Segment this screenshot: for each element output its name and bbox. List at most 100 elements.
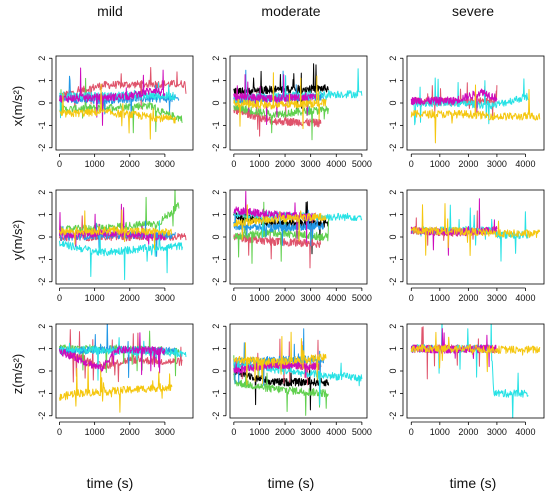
series-line-mild-z-3	[59, 337, 187, 381]
x-tick-label: 2000	[275, 293, 295, 303]
panel-moderate-y: -2 -1 0 1 2 0 1000 2000 3000 4000 5000	[211, 189, 372, 303]
x-tick-label: 1000	[249, 293, 269, 303]
col-title-mild: mild	[97, 3, 123, 19]
panel-frame	[406, 189, 545, 285]
x-tick-label: 2000	[120, 427, 140, 437]
y-tick-label: 0	[211, 234, 221, 239]
x-label-mild: time (s)	[87, 475, 134, 491]
panel-mild-x: -2 -1 0 1 2 0 1000 2000 3000	[37, 55, 194, 169]
y-tick-label: -1	[388, 255, 398, 263]
y-tick-label: 0	[388, 100, 398, 105]
y-tick-label: 2	[37, 56, 47, 61]
y-tick-label: 0	[37, 234, 47, 239]
x-axis: 0 1000 2000 3000	[57, 153, 175, 169]
y-tick-label: 0	[388, 234, 398, 239]
series-line-mild-z-0	[59, 329, 183, 383]
y-tick-label: -1	[37, 255, 47, 263]
x-tick-label: 3000	[155, 293, 175, 303]
y-tick-label: 1	[37, 78, 47, 83]
x-axis: 0 1000 2000 3000 4000 5000	[231, 287, 372, 303]
series-group	[233, 63, 363, 141]
y-tick-label: 0	[388, 368, 398, 373]
y-tick-label: 1	[388, 212, 398, 217]
series-line-moderate-x-0	[233, 63, 329, 112]
x-tick-label: 3000	[487, 159, 507, 169]
y-tick-label: 1	[211, 212, 221, 217]
x-tick-label: 3000	[155, 159, 175, 169]
y-tick-label: 1	[37, 212, 47, 217]
x-tick-label: 2000	[120, 293, 140, 303]
x-axis: 0 1000 2000 3000 4000 5000	[231, 421, 372, 437]
y-tick-label: -1	[37, 389, 47, 397]
x-tick-label: 0	[57, 293, 62, 303]
x-tick-label: 4000	[515, 159, 535, 169]
series-line-moderate-z-2	[233, 355, 329, 416]
panel-severe-z: -2 -1 0 1 2 0 1000 2000 3000 4000	[388, 323, 545, 437]
col-title-moderate: moderate	[261, 3, 320, 19]
series-line-mild-x-1	[59, 77, 183, 134]
y-tick-label: -2	[211, 144, 221, 152]
x-tick-label: 0	[409, 427, 414, 437]
y-tick-label: -1	[388, 121, 398, 129]
col-title-severe: severe	[452, 3, 494, 19]
series-line-moderate-x-5	[233, 74, 317, 125]
y-axis: -2 -1 0 1 2	[37, 190, 53, 286]
panel-severe-x: -2 -1 0 1 2 0 1000 2000 3000 4000	[388, 55, 545, 169]
series-line-mild-x-5	[59, 83, 176, 140]
row-label-x: x(m/s²)	[10, 86, 25, 126]
x-tick-label: 0	[231, 427, 236, 437]
x-tick-label: 1000	[430, 427, 450, 437]
y-tick-label: 1	[37, 346, 47, 351]
y-tick-label: -2	[37, 412, 47, 420]
x-label-moderate: time (s)	[268, 475, 315, 491]
y-tick-label: -2	[211, 278, 221, 286]
panel-frame	[55, 323, 194, 419]
y-tick-label: -1	[388, 389, 398, 397]
y-tick-label: 2	[388, 56, 398, 61]
x-tick-label: 0	[231, 293, 236, 303]
x-tick-label: 5000	[352, 427, 372, 437]
series-line-mild-x-4	[59, 67, 166, 126]
y-tick-label: 2	[211, 324, 221, 329]
series-group	[59, 324, 187, 413]
x-label-severe: time (s)	[450, 475, 497, 491]
x-tick-label: 2000	[120, 159, 140, 169]
panel-moderate-z: -2 -1 0 1 2 0 1000 2000 3000 4000 5000	[211, 323, 372, 437]
series-line-severe-x-2	[410, 88, 498, 113]
y-tick-label: 1	[211, 346, 221, 351]
x-tick-label: 0	[409, 159, 414, 169]
x-axis: 0 1000 2000 3000 4000	[409, 421, 535, 437]
y-axis: -2 -1 0 1 2	[37, 56, 53, 152]
x-tick-label: 5000	[352, 159, 372, 169]
y-tick-label: 0	[211, 100, 221, 105]
x-tick-label: 4000	[515, 427, 535, 437]
panel-mild-z: -2 -1 0 1 2 0 1000 2000 3000	[37, 323, 194, 437]
y-tick-label: -1	[37, 121, 47, 129]
x-axis: 0 1000 2000 3000	[57, 421, 175, 437]
series-line-moderate-y-6	[233, 204, 327, 242]
y-tick-label: 1	[211, 78, 221, 83]
row-labels: x(m/s²) y(m/s²) z(m/s²)	[10, 86, 25, 394]
y-tick-label: -2	[388, 278, 398, 286]
panel-frame	[55, 55, 194, 151]
column-titles: mild moderate severe	[97, 3, 494, 19]
y-tick-label: 2	[37, 190, 47, 195]
panel-frame	[229, 189, 368, 285]
x-tick-label: 1000	[85, 427, 105, 437]
panel-frame	[229, 55, 368, 151]
x-tick-label: 1000	[249, 159, 269, 169]
panel-frame	[55, 189, 194, 285]
panel-severe-y: -2 -1 0 1 2 0 1000 2000 3000 4000	[388, 189, 545, 303]
series-group	[410, 198, 541, 262]
x-tick-label: 3000	[301, 159, 321, 169]
series-line-severe-y-3	[410, 203, 541, 256]
y-tick-label: -2	[37, 144, 47, 152]
panel-frame	[229, 323, 368, 419]
y-axis: -2 -1 0 1 2	[211, 56, 227, 152]
x-tick-label: 3000	[301, 293, 321, 303]
y-tick-label: 2	[37, 324, 47, 329]
y-axis: -2 -1 0 1 2	[388, 324, 404, 420]
series-line-severe-z-3	[410, 331, 541, 373]
